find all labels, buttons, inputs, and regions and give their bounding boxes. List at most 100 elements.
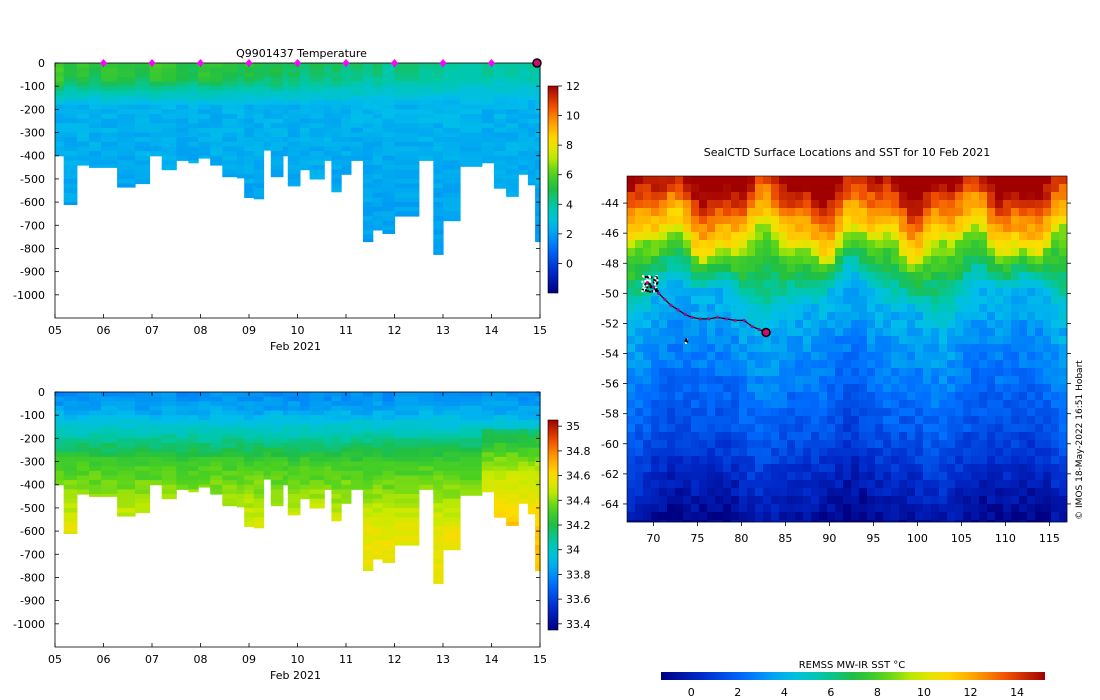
profile-cell xyxy=(493,118,507,124)
x-tick-label: 07 xyxy=(145,653,159,666)
sst-cell xyxy=(627,304,636,313)
sst-cell xyxy=(755,432,764,441)
profile-cell xyxy=(63,165,78,171)
profile-cell xyxy=(63,132,78,138)
sst-cell xyxy=(899,416,908,425)
profile-cell xyxy=(287,447,301,453)
profile-cell xyxy=(63,470,78,476)
sst-cell xyxy=(763,416,772,425)
profile-column xyxy=(309,392,325,509)
profile-cell xyxy=(341,419,352,425)
profile-cell xyxy=(518,118,529,124)
track-point xyxy=(690,315,694,320)
sst-cell xyxy=(891,424,900,433)
sst-cell xyxy=(1051,296,1060,305)
sst-cell xyxy=(803,192,812,201)
sst-cell xyxy=(683,416,692,425)
profile-cell xyxy=(149,401,163,407)
sst-cell xyxy=(1011,272,1020,281)
sst-cell xyxy=(1059,256,1068,265)
sst-cell xyxy=(939,456,948,465)
sst-cell xyxy=(707,464,716,473)
profile-cell xyxy=(309,480,325,486)
profile-cell xyxy=(331,151,342,157)
profile-cell xyxy=(518,433,529,439)
sst-cell xyxy=(963,176,972,185)
profile-cell xyxy=(341,470,352,476)
y-tick-label: -58 xyxy=(601,408,619,421)
x-tick-label: 75 xyxy=(690,532,704,545)
profile-cell xyxy=(299,114,311,120)
profile-column xyxy=(222,392,238,507)
sst-cell xyxy=(835,440,844,449)
profile-cell xyxy=(161,433,177,439)
sst-cell xyxy=(739,184,748,193)
sst-cell xyxy=(691,216,700,225)
island-pixel xyxy=(645,284,648,287)
sst-cell xyxy=(819,336,828,345)
sst-cell xyxy=(787,488,796,497)
sst-cell xyxy=(987,448,996,457)
sst-cell xyxy=(1059,336,1068,345)
sst-cell xyxy=(995,400,1004,409)
profile-cell xyxy=(101,470,118,476)
profile-cell xyxy=(350,405,364,412)
profile-cell xyxy=(244,90,255,96)
profile-cell xyxy=(535,132,541,138)
sst-cell xyxy=(931,408,940,417)
sst-cell xyxy=(763,424,772,433)
sst-cell xyxy=(971,376,980,385)
profile-cell xyxy=(287,461,301,467)
sst-cell xyxy=(787,416,796,425)
profile-cell xyxy=(372,419,383,425)
sst-cell xyxy=(915,288,924,297)
colorbar-tick-label: 14 xyxy=(1010,686,1024,699)
profile-cell xyxy=(341,169,352,175)
sst-cell xyxy=(835,416,844,425)
sst-cell xyxy=(795,336,804,345)
profile-cell xyxy=(210,81,223,87)
sst-cell xyxy=(1035,504,1044,513)
profile-cell xyxy=(418,480,434,486)
profile-cell xyxy=(382,419,396,425)
island-pixel xyxy=(650,276,653,279)
profile-cell xyxy=(363,489,374,495)
sst-cell xyxy=(747,232,756,241)
sst-cell xyxy=(939,200,948,209)
profile-cell xyxy=(506,466,519,472)
profile-cell xyxy=(331,424,342,430)
sst-cell xyxy=(859,424,868,433)
profile-cell xyxy=(481,447,495,453)
sst-cell xyxy=(755,424,764,433)
sst-cell xyxy=(731,216,740,225)
sst-cell xyxy=(747,480,756,489)
profile-cell xyxy=(394,160,420,166)
profile-cell xyxy=(270,392,284,398)
sst-cell xyxy=(851,280,860,289)
sst-cell xyxy=(755,296,764,305)
profile-cell xyxy=(331,456,342,463)
sst-cell xyxy=(827,376,836,385)
profile-cell xyxy=(460,118,483,124)
sst-cell xyxy=(683,344,692,353)
sst-cell xyxy=(939,336,948,345)
sst-cell xyxy=(979,352,988,361)
sst-cell xyxy=(739,240,748,249)
sst-cell xyxy=(683,280,692,289)
profile-cell xyxy=(418,109,434,115)
sst-cell xyxy=(979,464,988,473)
sst-cell xyxy=(675,464,684,473)
sst-cell xyxy=(819,448,828,457)
profile-cell xyxy=(372,507,383,514)
profile-cell xyxy=(372,461,383,467)
sst-cell xyxy=(1027,280,1036,289)
sst-cell xyxy=(1027,440,1036,449)
profile-cell xyxy=(309,489,325,495)
sst-cell xyxy=(779,176,788,185)
sst-cell xyxy=(627,456,636,465)
sst-cell xyxy=(923,520,932,523)
sst-cell xyxy=(659,400,668,409)
profile-cell xyxy=(149,419,163,425)
sst-cell xyxy=(1043,296,1052,305)
sst-cell xyxy=(723,328,732,337)
